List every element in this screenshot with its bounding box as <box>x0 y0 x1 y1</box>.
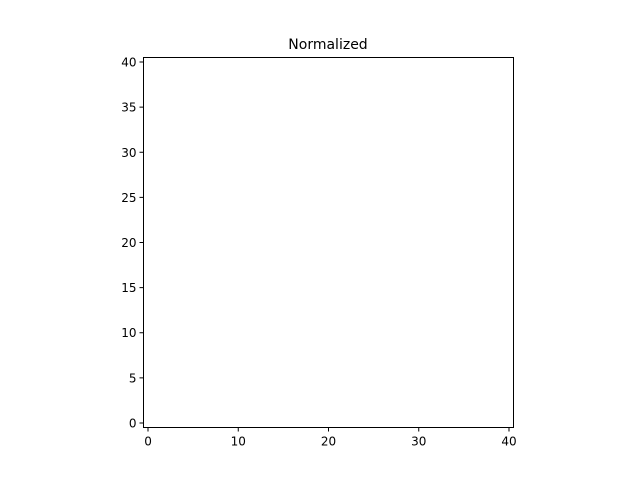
x-tick-label: 20 <box>321 435 336 449</box>
y-tick-label: 25 <box>121 191 136 205</box>
y-axis: 0 5 10 15 20 25 30 35 40 <box>121 56 144 430</box>
y-tick-label: 30 <box>121 146 136 160</box>
y-tick-label: 15 <box>121 281 136 295</box>
x-tick-label: 40 <box>501 435 516 449</box>
y-tick-label: 40 <box>121 56 136 70</box>
y-tick-label: 5 <box>129 371 137 385</box>
x-tick-label: 10 <box>231 435 246 449</box>
x-axis: 0 10 20 30 40 <box>144 427 517 449</box>
y-tick-label: 10 <box>121 326 136 340</box>
y-tick-label: 20 <box>121 236 136 250</box>
x-tick-label: 30 <box>411 435 426 449</box>
x-tick-label: 0 <box>144 435 152 449</box>
y-tick-label: 0 <box>129 416 137 430</box>
chart-title: Normalized <box>288 37 367 53</box>
y-tick-label: 35 <box>121 101 136 115</box>
